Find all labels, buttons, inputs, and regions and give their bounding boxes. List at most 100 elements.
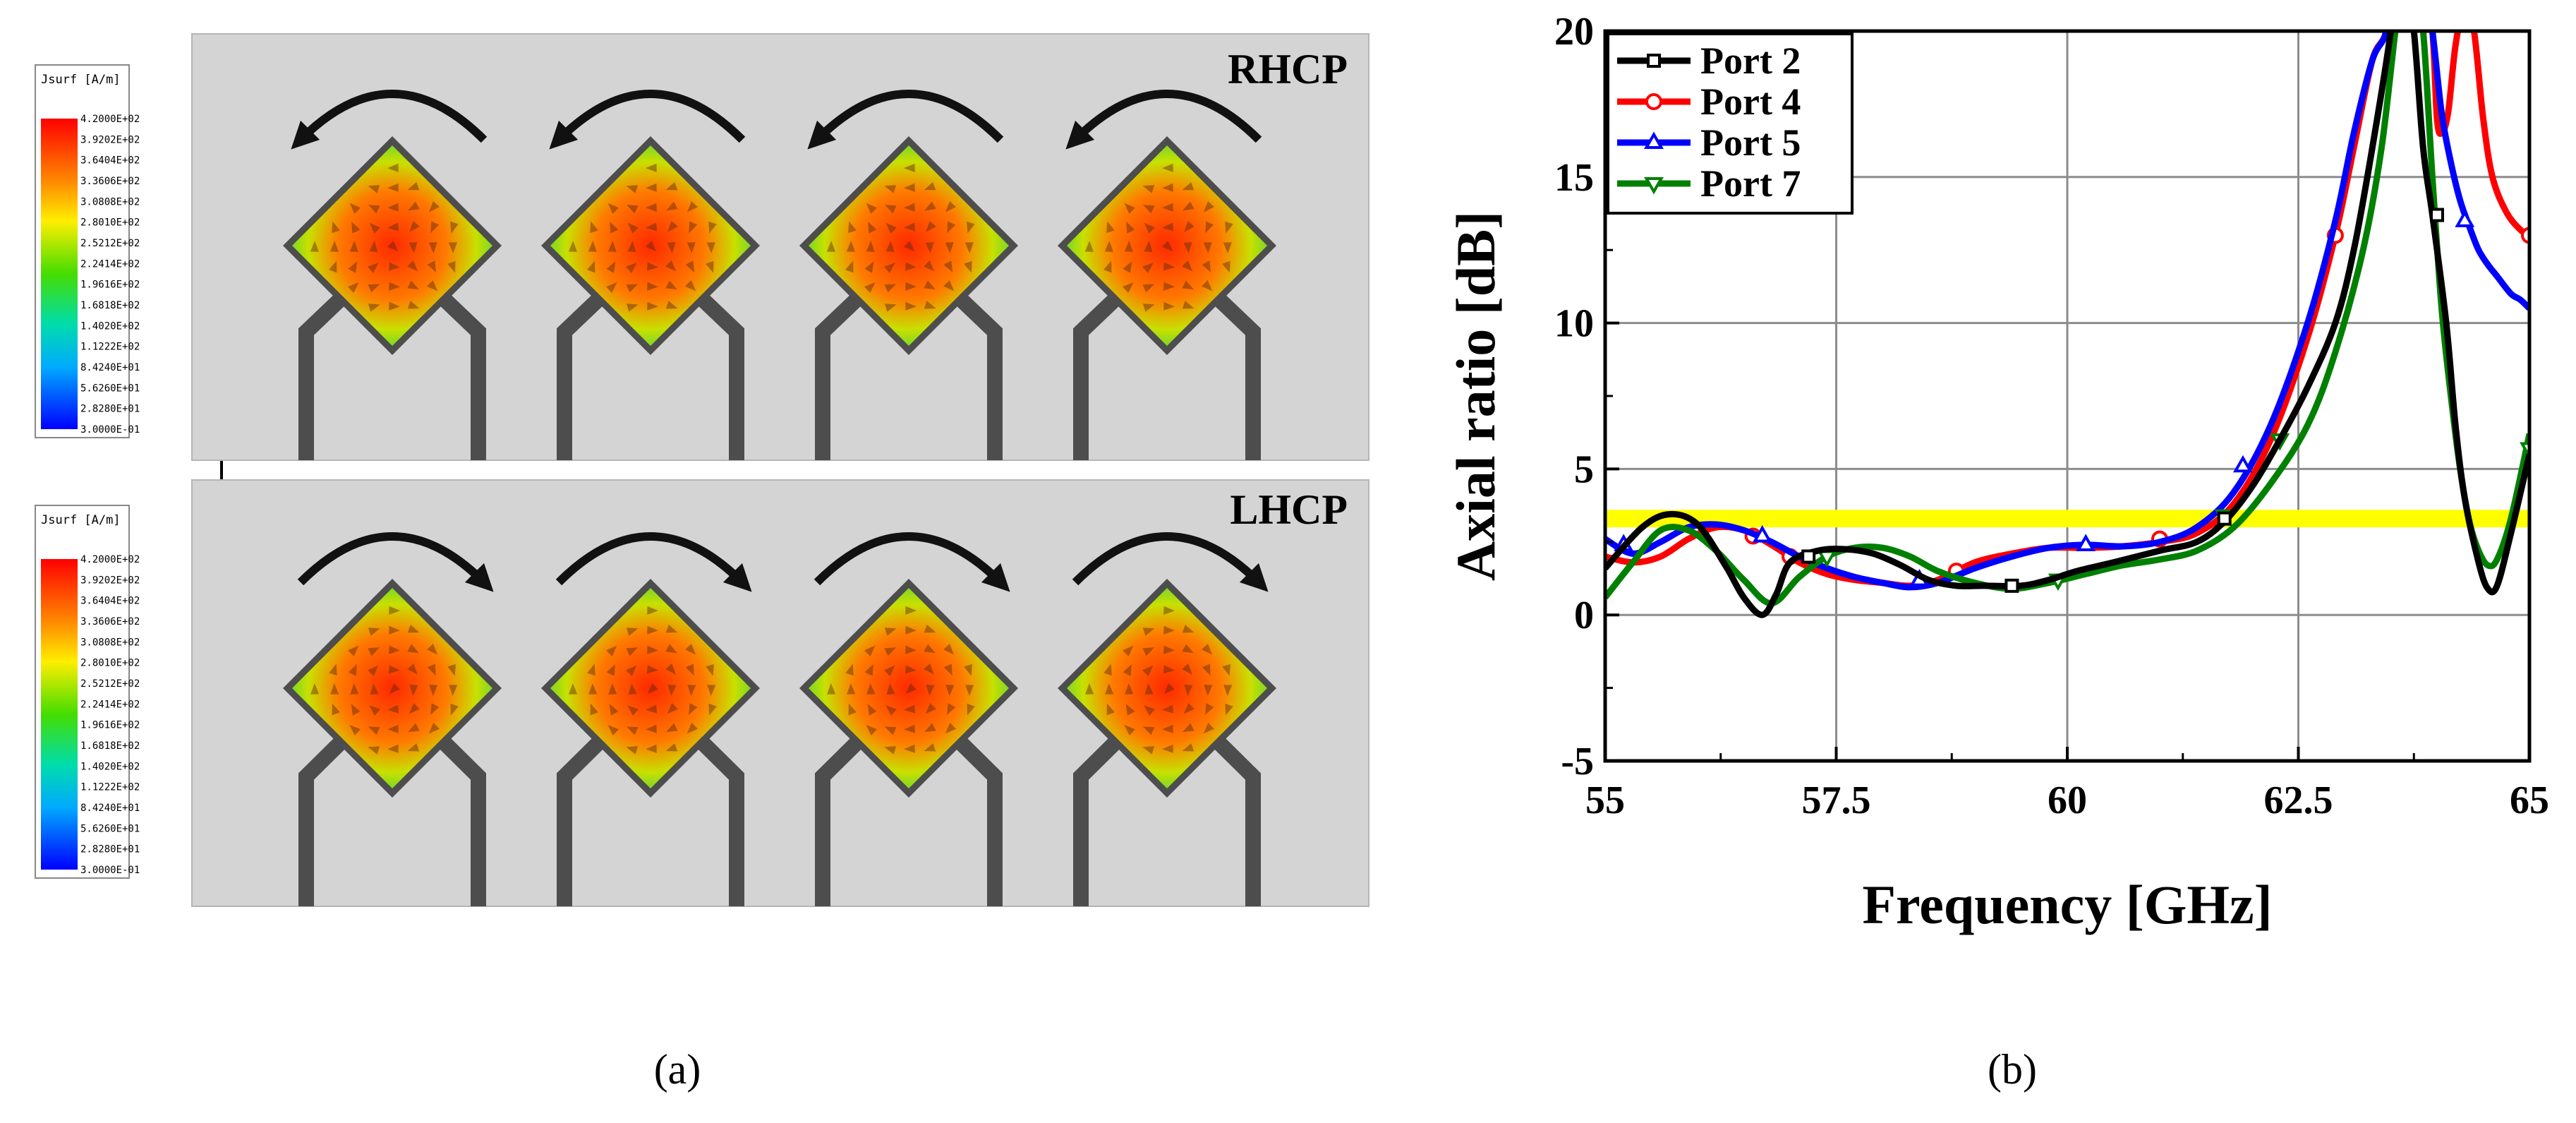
clockwise-arrow-icon	[297, 532, 494, 592]
vector-arrow	[647, 606, 658, 615]
vector-arrow	[310, 241, 319, 252]
vector-arrow	[884, 304, 897, 312]
vector-arrow	[905, 262, 917, 271]
vector-arrow	[310, 683, 320, 695]
vector-arrow	[708, 221, 717, 234]
legend-colorbar	[41, 119, 78, 429]
legend-values: 4.2000E+02 3.9202E+02 3.6404E+02 3.3606E+02…	[80, 114, 140, 436]
vector-arrow	[430, 703, 440, 715]
vector-arrow	[646, 704, 658, 714]
vector-arrow	[926, 684, 935, 696]
legend-value: 2.8010E+02	[80, 217, 140, 229]
vector-arrow	[1202, 644, 1213, 655]
vector-arrow	[886, 683, 895, 695]
vector-arrow	[1123, 645, 1134, 656]
vector-arrow	[905, 301, 917, 311]
vector-arrow	[647, 282, 658, 291]
vector-arrow	[967, 703, 975, 716]
legend-value: 8.4240E+01	[80, 362, 140, 373]
vector-arrow	[666, 201, 678, 211]
counter-clockwise-arrow-icon	[807, 90, 1004, 150]
square-marker	[2004, 578, 2019, 593]
legend-label: Port 4	[1700, 80, 1801, 123]
legend-item: Port 2	[1617, 40, 1801, 82]
vector-arrow	[1162, 183, 1173, 192]
vector-arrow	[1182, 644, 1194, 654]
antenna-element	[1058, 90, 1276, 460]
vector-arrow	[847, 683, 856, 695]
vector-arrow	[646, 744, 657, 753]
antenna-elements	[283, 90, 1276, 906]
vector-arrow	[845, 260, 854, 273]
vector-arrow	[665, 182, 678, 191]
vector-arrow	[905, 282, 917, 291]
vector-arrow	[646, 724, 657, 733]
current-distribution	[1067, 145, 1267, 346]
legend-value: 1.6818E+02	[80, 740, 140, 752]
vector-arrow	[943, 644, 955, 655]
series-line	[1605, 31, 2529, 618]
vector-arrow	[943, 260, 953, 272]
vector-arrow	[947, 221, 956, 234]
y-tick-label: -5	[1561, 740, 1594, 783]
current-distribution	[809, 588, 1009, 788]
vector-arrow	[885, 705, 897, 716]
vector-arrow	[646, 262, 658, 271]
vector-arrow	[1183, 241, 1192, 253]
legend-value: 5.6260E+01	[80, 823, 140, 834]
vector-arrow	[667, 703, 678, 714]
vector-arrow	[606, 645, 617, 656]
counter-clockwise-arrow-icon	[1065, 90, 1262, 150]
vector-arrow	[924, 743, 936, 752]
vector-arrow	[1144, 683, 1154, 695]
legend-title: Jsurf [A/m]	[41, 513, 121, 527]
vector-arrow	[646, 183, 657, 192]
vector-arrow	[1084, 241, 1094, 252]
x-tick-label: 57.5	[1802, 779, 1871, 822]
vector-arrow	[1142, 726, 1155, 735]
vector-arrow	[1124, 203, 1135, 214]
vector-arrow	[332, 703, 340, 716]
series-port-2	[1605, 31, 2529, 618]
vector-arrow	[1204, 703, 1214, 715]
vector-arrow	[428, 723, 440, 734]
vector-arrow	[1142, 284, 1155, 293]
antenna-element	[799, 532, 1018, 906]
vector-arrow	[608, 683, 617, 695]
vector-arrow	[646, 665, 658, 674]
square-marker	[1801, 549, 1816, 564]
vector-arrow	[864, 282, 876, 293]
vector-arrow	[587, 260, 595, 273]
vector-arrow	[429, 685, 438, 696]
vector-arrow	[926, 221, 936, 232]
vector-arrow	[967, 221, 975, 234]
legend-value: 1.9616E+02	[80, 720, 140, 731]
current-vectors	[569, 606, 717, 755]
vector-arrow	[1103, 663, 1112, 676]
vector-arrow	[667, 221, 678, 232]
vector-arrow	[607, 241, 617, 252]
vector-arrow	[1163, 665, 1175, 674]
vector-arrow	[646, 241, 657, 252]
vector-arrow	[665, 280, 677, 290]
color-legend-bottom: Jsurf [A/m] 4.2000E+02 3.9202E+02 3.6404E+…	[35, 505, 140, 879]
triangle-up-marker	[1752, 524, 1772, 543]
vector-arrow	[687, 201, 698, 212]
vector-arrow	[427, 260, 437, 272]
vector-arrow	[407, 280, 419, 290]
vector-arrow	[924, 301, 936, 309]
vector-arrow	[450, 703, 459, 716]
rhcp-label: RHCP	[1228, 46, 1348, 92]
legend-label: Port 7	[1700, 162, 1801, 205]
vector-arrow	[904, 203, 915, 212]
vector-arrow	[388, 262, 400, 271]
triangle-up-marker	[2455, 210, 2475, 227]
vector-arrow	[925, 241, 934, 253]
vector-arrow	[389, 625, 400, 635]
series-group	[1605, 31, 2529, 618]
vector-arrow	[368, 185, 380, 193]
antenna-element	[799, 90, 1018, 460]
vector-arrow	[924, 625, 936, 633]
vector-arrow	[688, 703, 698, 715]
vector-arrow	[408, 201, 420, 211]
